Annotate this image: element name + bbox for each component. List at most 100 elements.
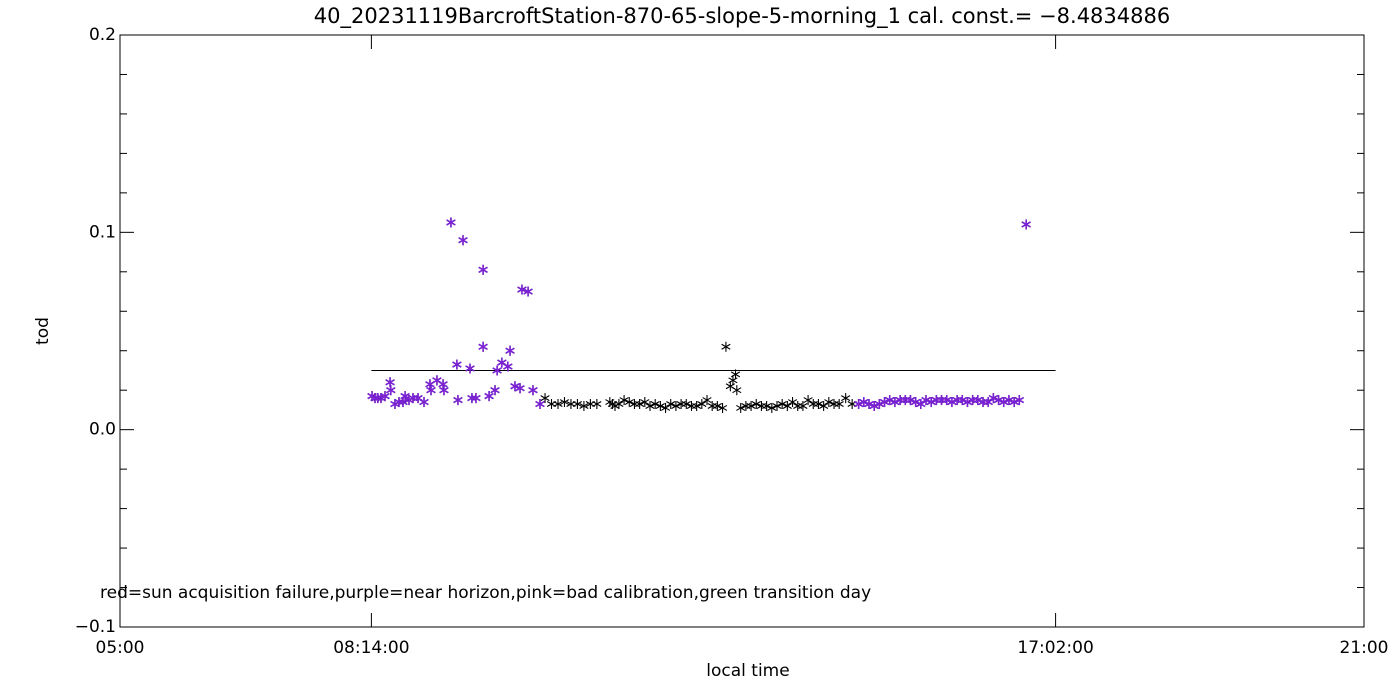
data-point bbox=[697, 399, 707, 410]
x-tick-label: 08:14:00 bbox=[333, 638, 409, 658]
marker-stroke bbox=[947, 398, 957, 406]
marker-stroke bbox=[385, 379, 395, 386]
data-point bbox=[515, 383, 525, 394]
data-point bbox=[777, 399, 787, 410]
data-point bbox=[736, 402, 746, 413]
data-point bbox=[884, 395, 895, 406]
data-point bbox=[732, 385, 742, 396]
marker-stroke bbox=[962, 398, 973, 406]
data-point bbox=[947, 397, 957, 408]
marker-stroke bbox=[471, 394, 481, 402]
marker-stroke bbox=[478, 343, 488, 350]
data-point bbox=[1021, 219, 1031, 230]
data-point bbox=[983, 397, 993, 408]
data-point bbox=[439, 385, 449, 396]
x-tick-label: 05:00 bbox=[96, 638, 145, 658]
marker-stroke bbox=[650, 401, 660, 407]
marker-stroke bbox=[1004, 396, 1014, 404]
marker-stroke bbox=[728, 377, 738, 384]
marker-stroke bbox=[813, 401, 824, 407]
data-point bbox=[484, 391, 494, 402]
data-point bbox=[717, 402, 728, 413]
data-point bbox=[859, 397, 869, 408]
data-point bbox=[1009, 397, 1019, 408]
data-point bbox=[973, 395, 983, 406]
marker-stroke bbox=[452, 361, 462, 368]
marker-stroke bbox=[1014, 396, 1025, 404]
marker-stroke bbox=[859, 398, 869, 406]
marker-stroke bbox=[446, 219, 456, 226]
data-point bbox=[926, 397, 936, 408]
data-point bbox=[373, 393, 383, 404]
data-point bbox=[942, 395, 952, 406]
data-point bbox=[579, 400, 589, 411]
marker-stroke bbox=[467, 394, 477, 402]
marker-stroke bbox=[988, 394, 999, 402]
marker-stroke bbox=[439, 387, 449, 394]
data-point bbox=[819, 400, 829, 411]
data-point bbox=[419, 397, 429, 408]
marker-stroke bbox=[782, 403, 792, 409]
marker-stroke bbox=[767, 404, 777, 411]
marker-stroke bbox=[942, 396, 952, 404]
marker-stroke bbox=[890, 398, 900, 406]
y-axis-label: tod bbox=[33, 317, 53, 345]
data-point bbox=[813, 399, 824, 410]
marker-stroke bbox=[535, 400, 545, 408]
data-point bbox=[478, 341, 488, 352]
marker-stroke bbox=[465, 365, 475, 372]
marker-stroke bbox=[730, 371, 741, 378]
y-tick-label: 0.0 bbox=[89, 420, 116, 440]
marker-stroke bbox=[386, 387, 396, 394]
data-point bbox=[559, 397, 570, 408]
marker-stroke bbox=[926, 398, 936, 406]
data-point bbox=[787, 397, 798, 408]
marker-stroke bbox=[751, 401, 761, 407]
data-point bbox=[681, 399, 691, 410]
marker-stroke bbox=[394, 398, 404, 406]
data-point bbox=[380, 391, 390, 402]
marker-stroke bbox=[619, 397, 629, 404]
marker-stroke bbox=[841, 395, 851, 402]
marker-stroke bbox=[721, 343, 731, 350]
marker-stroke bbox=[484, 392, 494, 400]
data-point bbox=[671, 400, 681, 411]
data-point bbox=[446, 217, 456, 228]
marker-stroke bbox=[746, 403, 756, 409]
marker-stroke bbox=[515, 385, 525, 392]
data-point bbox=[962, 397, 973, 408]
data-point bbox=[467, 393, 477, 404]
data-point bbox=[660, 402, 671, 413]
data-point bbox=[517, 284, 527, 295]
data-point bbox=[553, 399, 563, 410]
marker-stroke bbox=[697, 401, 707, 407]
marker-stroke bbox=[692, 403, 702, 409]
data-point bbox=[655, 400, 665, 411]
marker-stroke bbox=[505, 347, 515, 354]
marker-stroke bbox=[1009, 398, 1019, 406]
marker-stroke bbox=[540, 395, 550, 402]
marker-stroke bbox=[419, 398, 429, 406]
marker-stroke bbox=[824, 399, 834, 406]
data-point bbox=[453, 395, 463, 406]
marker-stroke bbox=[819, 403, 829, 409]
marker-stroke bbox=[400, 392, 410, 400]
marker-stroke bbox=[712, 403, 722, 409]
marker-stroke bbox=[869, 402, 879, 410]
data-point bbox=[824, 397, 834, 408]
data-point bbox=[767, 402, 777, 413]
marker-stroke bbox=[853, 400, 864, 408]
data-point bbox=[619, 395, 629, 406]
marker-stroke bbox=[380, 392, 390, 400]
marker-stroke bbox=[528, 387, 538, 394]
data-point bbox=[702, 395, 712, 406]
data-point bbox=[988, 393, 999, 404]
data-point bbox=[921, 395, 931, 406]
marker-stroke bbox=[916, 400, 926, 408]
y-tick-label: −0.1 bbox=[75, 617, 116, 637]
data-point bbox=[490, 385, 500, 396]
marker-stroke bbox=[736, 404, 746, 411]
data-point bbox=[592, 399, 602, 410]
data-point bbox=[730, 369, 741, 380]
marker-stroke bbox=[993, 396, 1004, 404]
